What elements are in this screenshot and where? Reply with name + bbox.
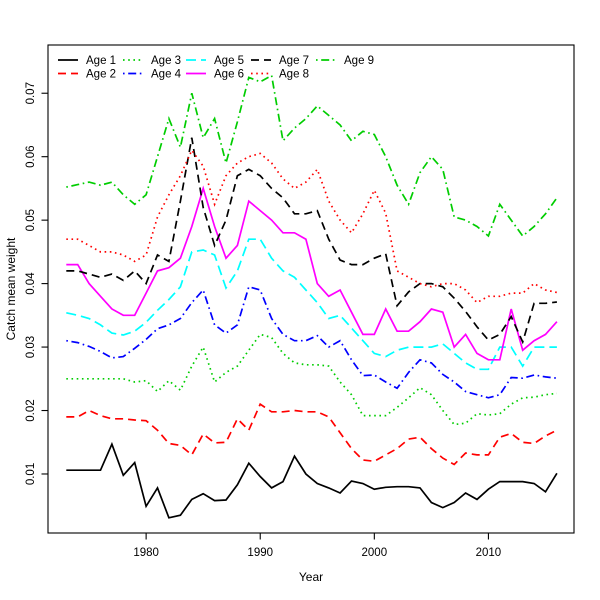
- y-tick-label: 0.01: [25, 463, 37, 485]
- plot-box: [47, 44, 575, 534]
- x-axis-title: Year: [299, 570, 323, 584]
- y-tick-label: 0.05: [25, 209, 37, 231]
- legend-label-age-5: Age 5: [214, 55, 244, 67]
- y-tick-label: 0.02: [25, 399, 37, 421]
- legend-label-age-6: Age 6: [214, 69, 244, 81]
- legend-label-age-3: Age 3: [151, 55, 181, 67]
- y-tick-label: 0.04: [25, 272, 37, 295]
- y-axis-title: Catch mean weight: [4, 237, 18, 340]
- series-line-age-1: [66, 441, 558, 519]
- x-tick-label: 2000: [362, 547, 388, 559]
- legend-label-age-7: Age 7: [279, 55, 309, 67]
- legend-label-age-2: Age 2: [86, 69, 116, 81]
- series-line-age-8: [66, 148, 558, 304]
- legend-label-age-1: Age 1: [86, 55, 116, 67]
- series-line-age-9: [66, 74, 558, 238]
- legend-label-age-9: Age 9: [344, 55, 374, 67]
- x-tick-label: 1980: [133, 547, 159, 559]
- series-line-age-7: [66, 137, 557, 345]
- series-line-age-2: [66, 402, 558, 466]
- series-line-age-6: [66, 185, 558, 361]
- x-tick-label: 1990: [247, 547, 273, 559]
- series-line-age-5: [66, 238, 557, 371]
- y-tick-label: 0.07: [25, 82, 37, 104]
- legend-label-age-4: Age 4: [151, 69, 182, 81]
- series-line-age-4: [66, 285, 557, 399]
- x-tick-label: 2010: [476, 547, 502, 559]
- y-tick-label: 0.06: [25, 145, 37, 167]
- series-line-age-3: [66, 333, 557, 426]
- legend-label-age-8: Age 8: [279, 69, 309, 81]
- y-tick-label: 0.03: [25, 336, 37, 358]
